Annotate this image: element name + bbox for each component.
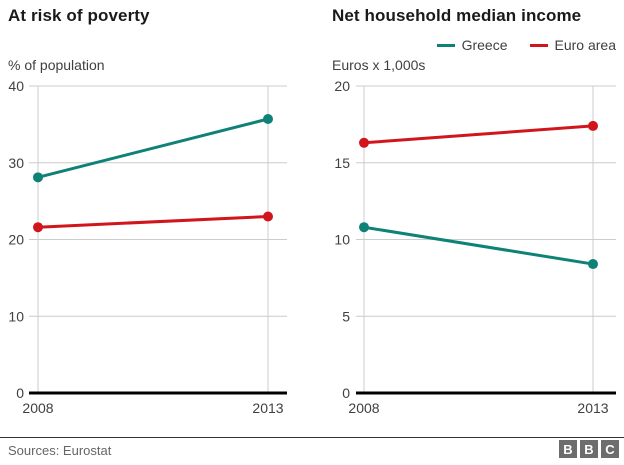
x-tick-label: 2013 xyxy=(577,400,608,416)
x-tick-label: 2008 xyxy=(22,400,53,416)
bbc-logo: B B C xyxy=(559,440,619,458)
data-point-greece xyxy=(263,114,273,125)
income-line-chart: 2008 2013 0 5 10 15 20 xyxy=(334,80,616,416)
y-tick-label: 40 xyxy=(8,80,24,94)
legend-label-greece: Greece xyxy=(461,37,508,53)
footer-divider xyxy=(0,437,624,438)
y-tick-label: 20 xyxy=(8,232,24,248)
y-tick-label: 10 xyxy=(334,232,350,248)
bbc-logo-letter: C xyxy=(601,440,619,458)
y-axis-unit-label-income: Euros x 1,000s xyxy=(332,57,426,73)
y-tick-label: 0 xyxy=(16,385,24,401)
chart-title-poverty: At risk of poverty xyxy=(8,6,150,25)
y-axis-unit-label-poverty: % of population xyxy=(8,57,105,73)
series-line-euro-area xyxy=(363,124,594,145)
data-point-euro-area xyxy=(33,222,43,233)
data-point-greece xyxy=(33,172,43,183)
data-point-greece xyxy=(359,222,369,233)
y-tick-label: 5 xyxy=(342,308,350,324)
series-line-greece xyxy=(37,117,269,179)
y-tick-label: 10 xyxy=(8,308,24,324)
legend-item-euro-area: Euro area xyxy=(529,37,616,53)
data-point-euro-area xyxy=(588,120,598,131)
x-tick-label: 2013 xyxy=(252,400,283,416)
data-point-euro-area xyxy=(263,211,273,222)
sources-text: Sources: Eurostat xyxy=(8,443,112,458)
poverty-line-chart: 2008 2013 0 10 20 30 40 xyxy=(8,80,287,416)
euro-area-line-swatch xyxy=(529,43,548,47)
y-tick-label: 30 xyxy=(8,155,24,171)
legend-item-greece: Greece xyxy=(436,37,508,53)
x-tick-label: 2008 xyxy=(348,400,379,416)
y-tick-label: 0 xyxy=(342,385,350,401)
y-tick-label: 15 xyxy=(334,155,350,171)
bbc-logo-letter: B xyxy=(580,440,598,458)
series-line-euro-area xyxy=(37,214,269,229)
bbc-logo-letter: B xyxy=(559,440,577,458)
series-line-greece xyxy=(363,225,594,266)
data-point-greece xyxy=(588,259,598,270)
legend-label-euro-area: Euro area xyxy=(554,37,616,53)
data-point-euro-area xyxy=(359,137,369,148)
y-tick-label: 20 xyxy=(334,80,350,94)
greece-line-swatch xyxy=(436,43,455,47)
chart-title-income: Net household median income xyxy=(332,6,582,25)
chart-legend: Greece Euro area xyxy=(436,37,616,53)
